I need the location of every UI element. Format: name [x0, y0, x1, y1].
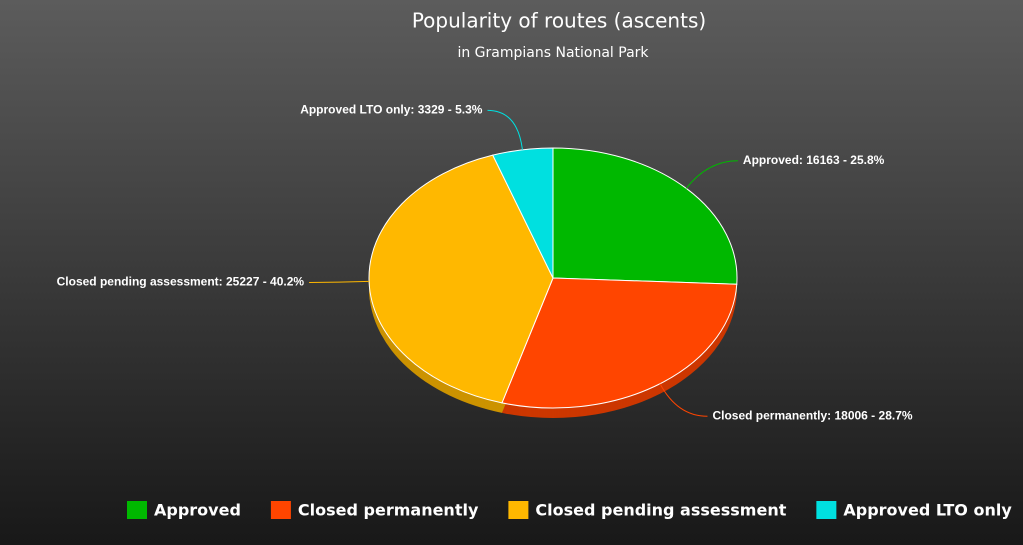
- legend-swatch: [816, 501, 837, 519]
- legend-swatch: [270, 501, 291, 519]
- data-label: Closed permanently: 18006 - 28.7%: [712, 408, 912, 422]
- chart-subtitle: in Grampians National Park: [457, 45, 649, 61]
- data-label: Approved LTO only: 3329 - 5.3%: [300, 103, 483, 117]
- data-label: Approved: 16163 - 25.8%: [743, 153, 885, 167]
- label-connector: [309, 280, 370, 283]
- data-label: Closed pending assessment: 25227 - 40.2%: [57, 275, 305, 289]
- legend-swatch: [508, 501, 529, 519]
- label-connector: [659, 383, 708, 417]
- pie-slice: [552, 147, 738, 285]
- legend-swatch: [127, 501, 147, 519]
- chart-title: Popularity of routes (ascents): [412, 9, 706, 33]
- legend-label: Closed pending assessment: [535, 501, 786, 520]
- legend-label: Approved LTO only: [843, 501, 1012, 520]
- legend-label: Approved: [154, 501, 241, 520]
- label-connector: [487, 109, 523, 150]
- label-connector: [685, 160, 738, 189]
- legend-label: Closed permanently: [298, 501, 479, 520]
